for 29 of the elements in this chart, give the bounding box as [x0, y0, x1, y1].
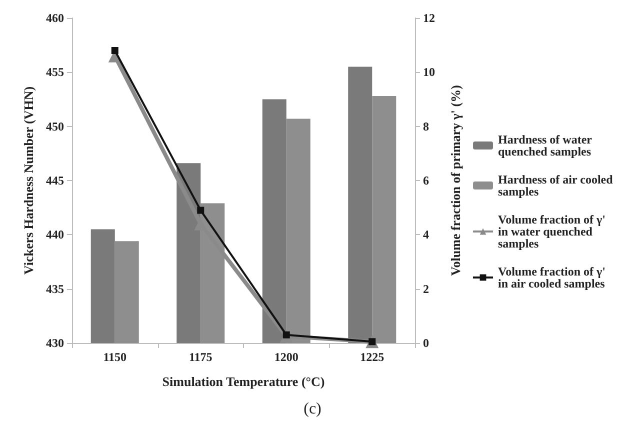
x-axis-title: Simulation Temperature (°C)	[162, 374, 325, 389]
legend-label: Hardness of air cooled samples	[498, 172, 616, 198]
y2-tick-label: 12	[423, 11, 435, 25]
legend-label: Hardness of water quenched samples	[498, 132, 595, 158]
point	[197, 206, 204, 214]
y2-tick-label: 4	[423, 228, 429, 242]
legend-label: Volume fraction of γ' in air cooled samples	[498, 264, 609, 290]
y-tick-label: 440	[46, 228, 64, 242]
y2-axis-title: Volume fraction of primary γ' (%)	[448, 85, 463, 276]
y2-tick-label: 2	[423, 282, 429, 296]
y-tick-label: 430	[46, 336, 64, 350]
point	[282, 331, 290, 338]
x-tick-label: 1150	[103, 350, 127, 364]
y-tick-label: 450	[46, 119, 64, 134]
legend-label: Volume fraction of γ' in water quenched samples	[498, 212, 609, 250]
x-tick-label: 1200	[274, 350, 298, 364]
y2-tick-label: 8	[423, 119, 429, 134]
text: (c)	[304, 400, 322, 418]
y2-tick-label: 6	[423, 174, 429, 188]
y-axis-title: Vickers Hardness Number (VHN)	[21, 86, 36, 275]
y-tick-label: 445	[46, 174, 64, 188]
y2-tick-label: 0	[423, 336, 429, 350]
point	[111, 47, 118, 54]
y-tick-label: 460	[46, 11, 64, 25]
y2-tick-label: 10	[423, 65, 435, 80]
y-tick-label: 435	[46, 282, 64, 296]
x-tick-label: 1225	[360, 350, 384, 364]
y-tick-label: 455	[46, 65, 64, 80]
x-tick-label: 1175	[188, 350, 212, 364]
